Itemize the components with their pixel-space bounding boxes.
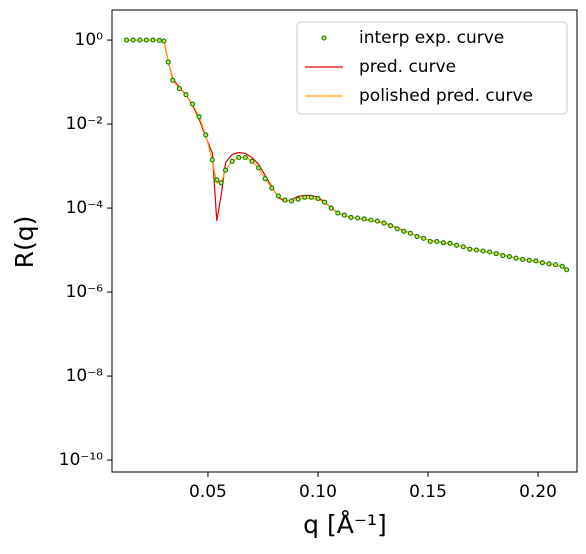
scatter-point <box>421 235 427 241</box>
y-tick-label: 10⁻⁴ <box>66 198 104 218</box>
x-axis-label: q [Å⁻¹] <box>303 510 387 539</box>
y-axis-label: R(q) <box>10 216 39 269</box>
scatter-point <box>143 37 149 43</box>
scatter-point <box>361 216 367 222</box>
scatter-point <box>295 196 301 202</box>
scatter-point <box>368 217 374 223</box>
scatter-point <box>176 86 182 92</box>
scatter-point <box>236 154 242 161</box>
scatter-point <box>546 261 552 267</box>
scatter-point <box>440 240 446 246</box>
scatter-point <box>348 214 354 220</box>
y-tick-label: 10⁰ <box>75 30 104 50</box>
legend-label: interp exp. curve <box>359 28 504 48</box>
scatter-point <box>460 244 466 250</box>
scatter-point <box>559 263 565 269</box>
scatter-point <box>374 218 380 224</box>
scatter-point <box>249 158 255 164</box>
scatter-point <box>335 210 341 216</box>
scatter-point <box>493 251 499 257</box>
y-tick-label: 10⁻⁸ <box>66 366 104 386</box>
scatter-point <box>513 255 519 261</box>
scatter-point <box>434 238 440 245</box>
scatter-point <box>130 37 136 43</box>
scatter-point <box>520 256 526 262</box>
scatter-point <box>553 262 559 268</box>
scatter-point <box>150 37 156 43</box>
scatter-point <box>401 228 407 234</box>
x-tick-label: 0.20 <box>519 482 557 502</box>
scatter-point <box>341 212 347 218</box>
scatter-point <box>467 246 473 252</box>
legend-label: polished pred. curve <box>359 86 533 106</box>
scatter-point <box>381 220 387 226</box>
scatter-point <box>454 242 460 248</box>
scatter-point <box>161 38 167 44</box>
scatter-point <box>203 132 209 138</box>
scatter-point <box>388 223 394 229</box>
scatter-point <box>170 77 176 83</box>
scatter-point <box>275 193 281 199</box>
scatter-point <box>214 177 220 183</box>
scatter-point <box>533 258 539 264</box>
scatter-point <box>156 37 163 43</box>
plot-frame <box>111 9 578 473</box>
scatter-point <box>328 205 334 211</box>
scatter-point <box>196 114 202 120</box>
y-tick-label: 10⁻¹⁰ <box>59 450 103 470</box>
y-tick-label: 10⁻⁶ <box>66 282 104 302</box>
x-tick-label: 0.05 <box>189 482 227 502</box>
scatter-point <box>123 37 130 43</box>
scatter-point <box>218 180 224 186</box>
scatter-point <box>282 197 288 203</box>
scatter-point <box>189 101 196 107</box>
scatter-point <box>223 167 229 173</box>
scatter-point <box>473 247 479 253</box>
scatter-point <box>242 154 248 161</box>
scatter-point <box>302 194 308 200</box>
scatter-point <box>539 260 545 266</box>
y-tick-label: 10⁻² <box>66 114 103 134</box>
scatter-point <box>262 176 268 182</box>
scatter-point <box>427 238 433 245</box>
legend-box <box>296 21 568 115</box>
scatter-point <box>526 257 532 263</box>
scatter-point <box>315 195 321 201</box>
scatter-point <box>414 233 420 240</box>
scatter-point <box>355 215 361 221</box>
scatter-point <box>183 92 189 98</box>
scatter-point <box>564 267 570 273</box>
line-series <box>126 39 567 270</box>
scatter-point <box>256 165 262 171</box>
x-tick-label: 0.10 <box>299 482 337 502</box>
scatter-point <box>308 194 314 200</box>
scatter-point <box>289 198 295 204</box>
scatter-point <box>487 249 493 255</box>
legend-marker <box>321 35 327 41</box>
scatter-point <box>269 185 275 191</box>
scatter-point <box>480 248 486 254</box>
scatter-point <box>407 230 413 236</box>
scatter-point <box>165 59 171 65</box>
scatter-point <box>447 240 453 246</box>
scatter-point <box>209 157 215 163</box>
legend-label: pred. curve <box>359 57 456 77</box>
scatter-point <box>500 253 506 259</box>
scatter-point <box>229 158 235 164</box>
scatter-point <box>137 37 143 43</box>
x-tick-label: 0.15 <box>409 482 447 502</box>
scatter-point <box>394 226 400 232</box>
scatter-point <box>322 199 328 205</box>
scatter-point <box>506 254 512 260</box>
